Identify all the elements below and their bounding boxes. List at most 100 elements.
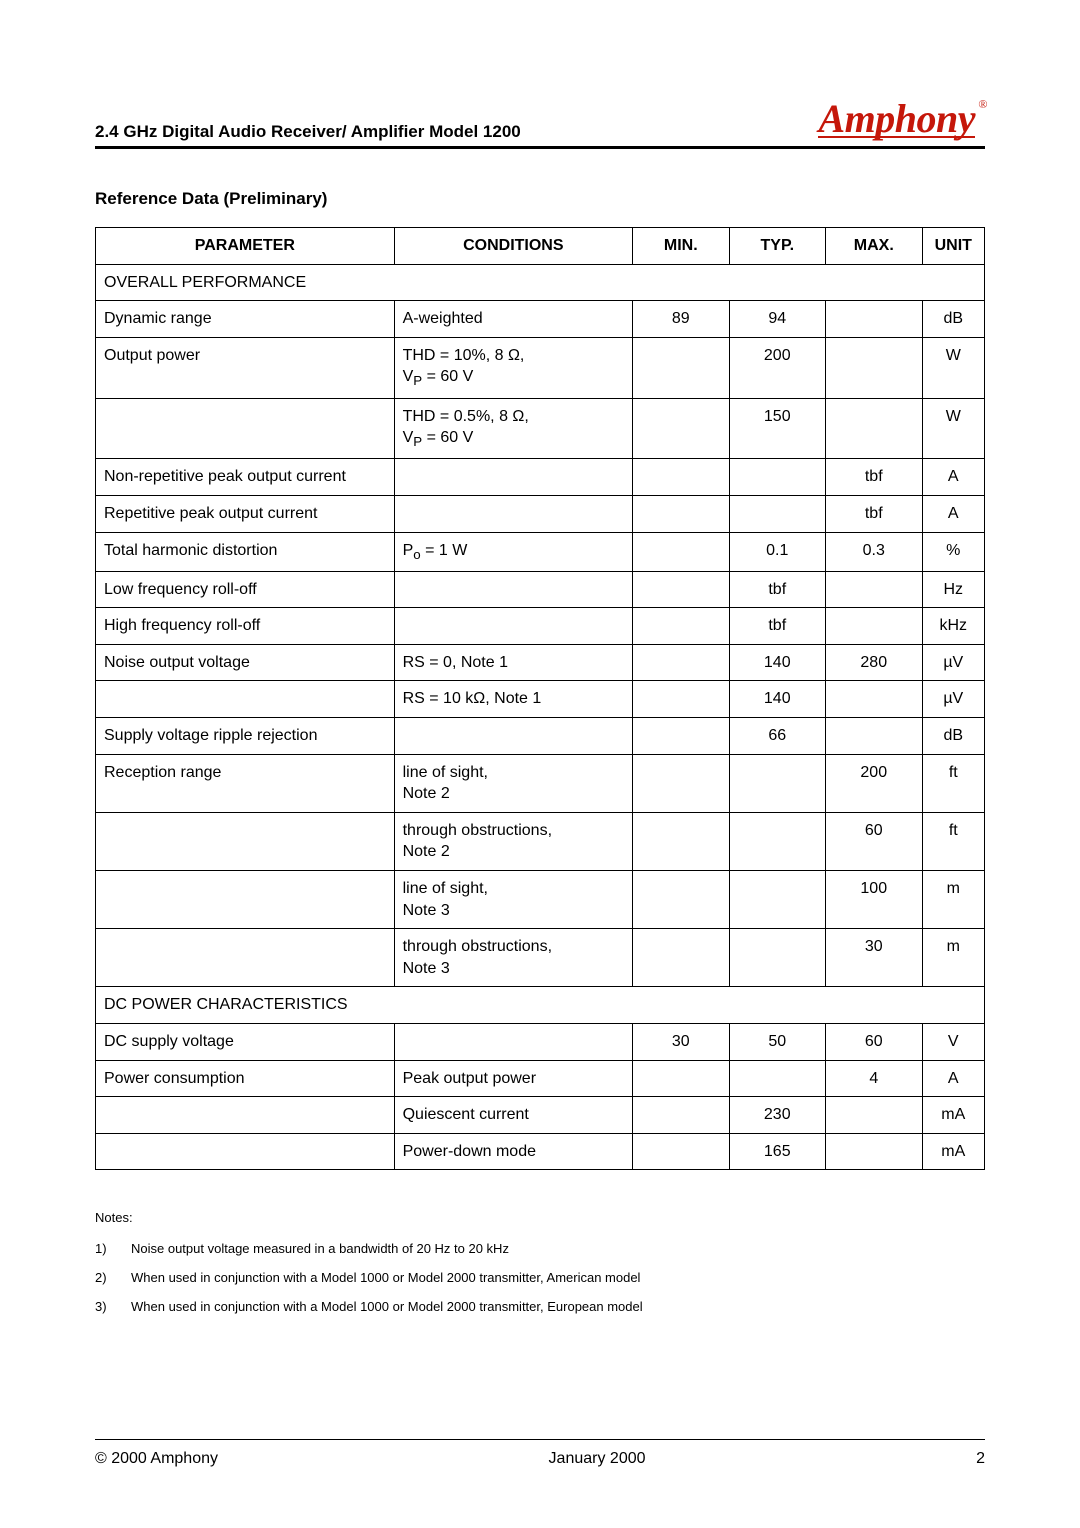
- table-row: Dynamic range A-weighted 89 94 dB: [96, 301, 985, 338]
- max-cell: tbf: [826, 495, 923, 532]
- cond-cell: RS = 10 kΩ, Note 1: [394, 681, 632, 718]
- unit-cell: µV: [922, 644, 984, 681]
- max-cell: [826, 681, 923, 718]
- typ-cell: tbf: [729, 608, 826, 645]
- param-cell: DC supply voltage: [96, 1023, 395, 1060]
- param-cell: Total harmonic distortion: [96, 532, 395, 571]
- cond-cell: through obstructions,Note 2: [394, 812, 632, 870]
- col-max: MAX.: [826, 228, 923, 265]
- min-cell: [633, 929, 730, 987]
- param-cell: Reception range: [96, 754, 395, 812]
- unit-cell: ft: [922, 754, 984, 812]
- note-number: 1): [95, 1241, 113, 1256]
- min-cell: [633, 754, 730, 812]
- cond-cell: [394, 571, 632, 608]
- typ-cell: 140: [729, 681, 826, 718]
- cond-cell: RS = 0, Note 1: [394, 644, 632, 681]
- cond-cell: THD = 10%, 8 Ω,VP = 60 V: [394, 337, 632, 398]
- typ-cell: tbf: [729, 571, 826, 608]
- unit-cell: m: [922, 871, 984, 929]
- unit-cell: kHz: [922, 608, 984, 645]
- max-cell: 280: [826, 644, 923, 681]
- param-cell: [96, 1133, 395, 1170]
- col-parameter: PARAMETER: [96, 228, 395, 265]
- unit-cell: %: [922, 532, 984, 571]
- param-cell: [96, 1097, 395, 1134]
- typ-cell: [729, 871, 826, 929]
- typ-cell: 230: [729, 1097, 826, 1134]
- param-cell: High frequency roll-off: [96, 608, 395, 645]
- max-cell: [826, 301, 923, 338]
- max-cell: [826, 608, 923, 645]
- cond-cell: A-weighted: [394, 301, 632, 338]
- param-cell: Noise output voltage: [96, 644, 395, 681]
- unit-cell: mA: [922, 1133, 984, 1170]
- section-subtitle: Reference Data (Preliminary): [95, 189, 985, 209]
- typ-cell: 50: [729, 1023, 826, 1060]
- footer-copyright: © 2000 Amphony: [95, 1450, 218, 1468]
- unit-cell: V: [922, 1023, 984, 1060]
- param-cell: [96, 681, 395, 718]
- col-typ: TYP.: [729, 228, 826, 265]
- notes-list: 1)Noise output voltage measured in a ban…: [95, 1241, 985, 1314]
- min-cell: [633, 1060, 730, 1097]
- col-conditions: CONDITIONS: [394, 228, 632, 265]
- min-cell: [633, 681, 730, 718]
- min-cell: 30: [633, 1023, 730, 1060]
- cond-cell: Po = 1 W: [394, 532, 632, 571]
- min-cell: [633, 871, 730, 929]
- table-row: Quiescent current 230 mA: [96, 1097, 985, 1134]
- cond-cell: [394, 459, 632, 496]
- param-cell: Dynamic range: [96, 301, 395, 338]
- param-cell: Non-repetitive peak output current: [96, 459, 395, 496]
- note-text: When used in conjunction with a Model 10…: [131, 1270, 640, 1285]
- max-cell: 200: [826, 754, 923, 812]
- note-number: 3): [95, 1299, 113, 1314]
- section-row: DC POWER CHARACTERISTICS: [96, 987, 985, 1024]
- unit-cell: Hz: [922, 571, 984, 608]
- unit-cell: dB: [922, 301, 984, 338]
- cond-cell: Power-down mode: [394, 1133, 632, 1170]
- max-cell: [826, 337, 923, 398]
- param-cell: [96, 812, 395, 870]
- cond-cell: line of sight,Note 3: [394, 871, 632, 929]
- note-item: 1)Noise output voltage measured in a ban…: [95, 1241, 985, 1256]
- typ-cell: [729, 812, 826, 870]
- note-text: When used in conjunction with a Model 10…: [131, 1299, 643, 1314]
- cond-cell: [394, 608, 632, 645]
- table-row: High frequency roll-off tbf kHz: [96, 608, 985, 645]
- cond-cell: through obstructions,Note 3: [394, 929, 632, 987]
- param-cell: [96, 871, 395, 929]
- table-row: Output power THD = 10%, 8 Ω,VP = 60 V 20…: [96, 337, 985, 398]
- table-row: Low frequency roll-off tbf Hz: [96, 571, 985, 608]
- typ-cell: 140: [729, 644, 826, 681]
- table-row: line of sight,Note 3 100 m: [96, 871, 985, 929]
- max-cell: 60: [826, 812, 923, 870]
- table-row: Noise output voltage RS = 0, Note 1 140 …: [96, 644, 985, 681]
- note-item: 3) When used in conjunction with a Model …: [95, 1299, 985, 1314]
- max-cell: 0.3: [826, 532, 923, 571]
- min-cell: [633, 571, 730, 608]
- unit-cell: A: [922, 495, 984, 532]
- min-cell: 89: [633, 301, 730, 338]
- typ-cell: 66: [729, 718, 826, 755]
- table-row: Power consumption Peak output power 4 A: [96, 1060, 985, 1097]
- max-cell: [826, 571, 923, 608]
- unit-cell: A: [922, 459, 984, 496]
- cond-cell: Peak output power: [394, 1060, 632, 1097]
- unit-cell: µV: [922, 681, 984, 718]
- max-cell: 4: [826, 1060, 923, 1097]
- max-cell: [826, 1133, 923, 1170]
- cond-cell: line of sight,Note 2: [394, 754, 632, 812]
- unit-cell: mA: [922, 1097, 984, 1134]
- cond-cell: Quiescent current: [394, 1097, 632, 1134]
- table-row: Reception range line of sight,Note 2 200…: [96, 754, 985, 812]
- typ-cell: 94: [729, 301, 826, 338]
- param-cell: [96, 398, 395, 459]
- param-cell: Low frequency roll-off: [96, 571, 395, 608]
- table-row: through obstructions,Note 2 60 ft: [96, 812, 985, 870]
- notes-section: Notes: 1)Noise output voltage measured i…: [95, 1210, 985, 1314]
- registered-icon: ®: [978, 97, 987, 112]
- min-cell: [633, 812, 730, 870]
- section-label: DC POWER CHARACTERISTICS: [96, 987, 985, 1024]
